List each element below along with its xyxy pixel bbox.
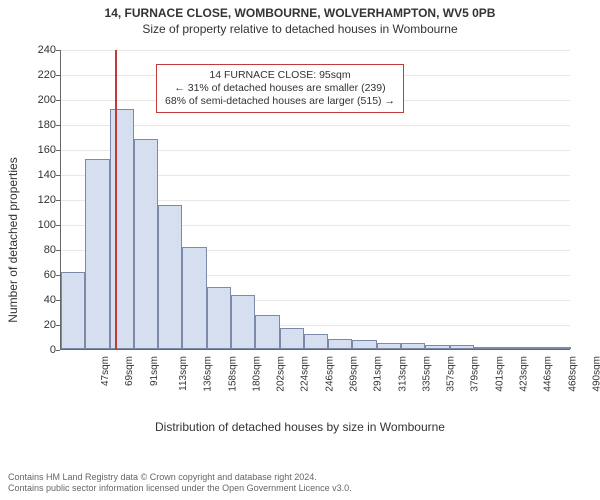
histogram-bar: [401, 343, 425, 349]
x-tick-label: 224sqm: [300, 356, 311, 392]
y-tick-label: 80: [30, 244, 56, 256]
y-tick-label: 160: [30, 144, 56, 156]
footer-line-2: Contains public sector information licen…: [8, 483, 592, 494]
x-tick-label: 246sqm: [324, 356, 335, 392]
x-tick-label: 269sqm: [349, 356, 360, 392]
y-tick-label: 140: [30, 169, 56, 181]
y-tick-label: 120: [30, 194, 56, 206]
footer-attribution: Contains HM Land Registry data © Crown c…: [0, 468, 600, 500]
histogram-bar: [110, 109, 134, 349]
x-tick-label: 158sqm: [227, 356, 238, 392]
histogram-bar: [522, 347, 546, 349]
y-tick-mark: [56, 225, 60, 226]
y-tick-mark: [56, 200, 60, 201]
x-tick-label: 91sqm: [149, 356, 160, 386]
histogram-bar: [450, 345, 474, 349]
x-tick-label: 202sqm: [276, 356, 287, 392]
y-tick-mark: [56, 150, 60, 151]
annotation-box: 14 FURNACE CLOSE: 95sqm← 31% of detached…: [156, 64, 404, 113]
histogram-bar: [425, 345, 449, 349]
marker-line: [115, 50, 117, 349]
histogram-bar: [547, 347, 571, 349]
y-tick-mark: [56, 175, 60, 176]
y-tick-label: 40: [30, 294, 56, 306]
y-tick-label: 240: [30, 44, 56, 56]
histogram-bar: [231, 295, 255, 349]
histogram-bar: [498, 347, 522, 350]
x-tick-label: 357sqm: [446, 356, 457, 392]
x-tick-label: 446sqm: [543, 356, 554, 392]
histogram-bar: [61, 272, 85, 350]
y-tick-mark: [56, 300, 60, 301]
x-tick-label: 291sqm: [373, 356, 384, 392]
histogram-bar: [182, 247, 206, 350]
x-tick-label: 423sqm: [519, 356, 530, 392]
histogram-bar: [85, 159, 109, 349]
y-tick-label: 100: [30, 219, 56, 231]
histogram-bar: [207, 287, 231, 350]
x-tick-label: 490sqm: [591, 356, 600, 392]
histogram-bar: [255, 315, 279, 349]
main-title: 14, FURNACE CLOSE, WOMBOURNE, WOLVERHAMP…: [10, 6, 590, 20]
x-tick-label: 136sqm: [203, 356, 214, 392]
annotation-line: 14 FURNACE CLOSE: 95sqm: [165, 69, 395, 82]
x-tick-label: 468sqm: [567, 356, 578, 392]
histogram-bar: [134, 139, 158, 349]
y-tick-mark: [56, 250, 60, 251]
y-tick-mark: [56, 275, 60, 276]
chart-area: Number of detached properties 14 FURNACE…: [0, 40, 600, 440]
gridline: [61, 125, 570, 126]
y-tick-label: 220: [30, 69, 56, 81]
histogram-bar: [352, 340, 376, 349]
x-tick-label: 180sqm: [251, 356, 262, 392]
y-tick-label: 60: [30, 269, 56, 281]
title-block: 14, FURNACE CLOSE, WOMBOURNE, WOLVERHAMP…: [0, 0, 600, 38]
annotation-line: 68% of semi-detached houses are larger (…: [165, 95, 395, 108]
gridline: [61, 50, 570, 51]
x-tick-label: 113sqm: [178, 356, 189, 391]
y-tick-mark: [56, 125, 60, 126]
y-axis-label: Number of detached properties: [6, 157, 20, 322]
y-tick-mark: [56, 350, 60, 351]
sub-title: Size of property relative to detached ho…: [10, 22, 590, 36]
x-tick-label: 69sqm: [124, 356, 135, 386]
histogram-bar: [474, 347, 498, 350]
histogram-bar: [158, 205, 182, 349]
histogram-bar: [328, 339, 352, 349]
y-tick-label: 200: [30, 94, 56, 106]
x-tick-label: 313sqm: [397, 356, 408, 392]
y-tick-mark: [56, 50, 60, 51]
footer-line-1: Contains HM Land Registry data © Crown c…: [8, 472, 592, 483]
y-tick-label: 0: [30, 344, 56, 356]
x-axis-label: Distribution of detached houses by size …: [0, 420, 600, 434]
annotation-line: ← 31% of detached houses are smaller (23…: [165, 82, 395, 95]
x-tick-label: 335sqm: [421, 356, 432, 392]
y-tick-mark: [56, 100, 60, 101]
histogram-bar: [280, 328, 304, 349]
y-tick-mark: [56, 75, 60, 76]
x-tick-label: 401sqm: [494, 356, 505, 392]
histogram-bar: [304, 334, 328, 349]
y-tick-label: 20: [30, 319, 56, 331]
y-tick-label: 180: [30, 119, 56, 131]
x-tick-label: 47sqm: [100, 356, 111, 386]
x-tick-label: 379sqm: [470, 356, 481, 392]
histogram-bar: [377, 343, 401, 349]
plot-area: 14 FURNACE CLOSE: 95sqm← 31% of detached…: [60, 50, 570, 350]
y-tick-mark: [56, 325, 60, 326]
